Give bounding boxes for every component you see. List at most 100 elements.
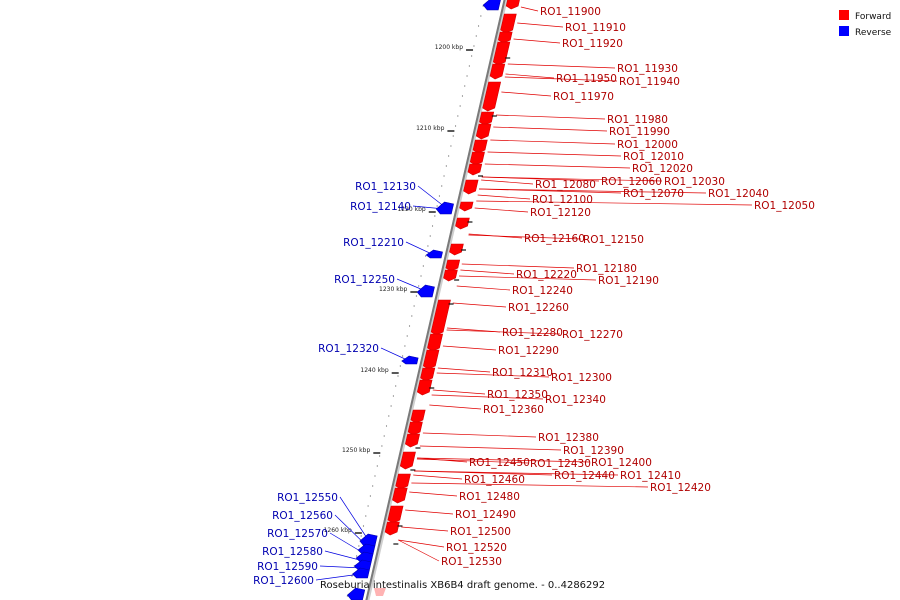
reverse-gene-label: RO1_12560 [272,510,333,522]
forward-gene-label: RO1_12530 [441,556,502,568]
scale-tick-label: 1260 kbp [324,527,352,534]
track-dot [397,375,399,377]
track-dot [388,415,390,417]
forward-gene [405,433,421,448]
track-dot [385,425,388,427]
forward-gene-label: RO1_12260 [508,302,569,314]
forward-leader-line [481,179,534,185]
reverse-gene [359,533,378,547]
forward-gene-label: RO1_12390 [563,445,624,457]
forward-gene [384,521,400,536]
forward-gene [479,111,495,126]
forward-gene-label: RO1_12450 [469,457,530,469]
forward-gene [467,163,483,176]
forward-gene [416,379,433,396]
forward-gene-label: RO1_12490 [455,509,516,521]
forward-gene-label: RO1_11950 [556,73,617,85]
track-dot [452,135,454,137]
forward-gene-label: RO1_12160 [524,233,585,245]
forward-leader-line [476,200,753,206]
forward-gene [422,349,440,370]
forward-leader-line [446,329,561,335]
track-dot [466,75,468,77]
forward-gene-label: RO1_11990 [609,126,670,138]
forward-leader-line [460,269,515,275]
forward-leader-line [468,233,523,239]
reverse-gene-label: RO1_12210 [343,237,404,249]
legend-reverse-swatch [839,26,849,36]
track-dot [429,235,431,237]
forward-gene-label: RO1_12180 [576,263,637,275]
forward-gene-label: RO1_11940 [619,76,680,88]
forward-leader-line [484,163,631,169]
forward-gene-label: RO1_12040 [708,188,769,200]
reverse-gene-label: RO1_12570 [267,528,328,540]
scale-tick-label: 1230 kbp [379,286,407,293]
forward-gene-label: RO1_12080 [535,179,596,191]
track-dot [471,55,473,57]
track-dot [454,125,457,127]
forward-leader-line [456,285,511,291]
forward-leader-line [411,482,649,488]
forward-gene [455,217,470,230]
forward-gene [420,367,436,382]
forward-leader-line [505,73,555,79]
forward-gene [449,243,464,256]
forward-leader-line [513,38,561,44]
forward-leader-line [520,6,539,12]
forward-gene-label: RO1_12480 [459,491,520,503]
track-dot [376,465,378,467]
forward-leader-line [431,394,544,400]
reverse-gene-label: RO1_12250 [334,274,395,286]
track-dot [468,65,470,67]
track-dot [351,575,353,577]
reverse-gene-label: RO1_12590 [257,561,318,573]
reverse-gene [435,201,454,215]
forward-gene-label: RO1_12340 [545,394,606,406]
scale-tick-label: 1240 kbp [360,367,388,374]
forward-leader-line [413,474,463,480]
legend-reverse-label: Reverse [855,28,892,38]
forward-leader-line [493,126,608,132]
forward-leader-line [442,345,497,351]
track-dot [374,475,376,477]
forward-gene-label: RO1_11980 [607,114,668,126]
reverse-gene [425,249,443,259]
legend-forward-label: Forward [855,12,891,22]
forward-leader-line [398,539,445,548]
forward-gene-label: RO1_12420 [650,482,711,494]
reverse-gene [347,587,366,600]
reverse-gene-label: RO1_12580 [262,546,323,558]
forward-gene-label: RO1_12400 [591,457,652,469]
forward-gene-label: RO1_12380 [538,432,599,444]
scale-tick-label: 1210 kbp [416,125,444,132]
track-dot [418,285,420,287]
forward-leader-line [474,207,529,213]
forward-gene-label: RO1_12410 [620,470,681,482]
track-dot [404,345,406,347]
track-dot [450,145,452,147]
forward-gene-label: RO1_12240 [512,285,573,297]
forward-gene [459,201,474,212]
forward-gene [392,487,408,504]
track-dot [457,115,459,117]
track-dot [415,295,418,297]
genome-backbone [365,0,506,600]
forward-gene-label: RO1_12120 [530,207,591,219]
forward-leader-line [481,176,600,182]
forward-leader-line [401,526,449,532]
reverse-gene [352,567,370,579]
reverse-leader-line [324,550,364,562]
forward-gene-label: RO1_12190 [598,275,659,287]
track-dot [358,545,360,547]
track-dot [425,255,427,257]
track-dot [365,515,367,517]
forward-leader-line [417,457,468,463]
track-dot [461,95,464,97]
track-dot [408,325,411,327]
reverse-gene-label: RO1_12550 [277,492,338,504]
track-dot [448,155,450,157]
forward-leader-line [504,76,618,82]
scale-tick-label: 1250 kbp [342,447,370,454]
